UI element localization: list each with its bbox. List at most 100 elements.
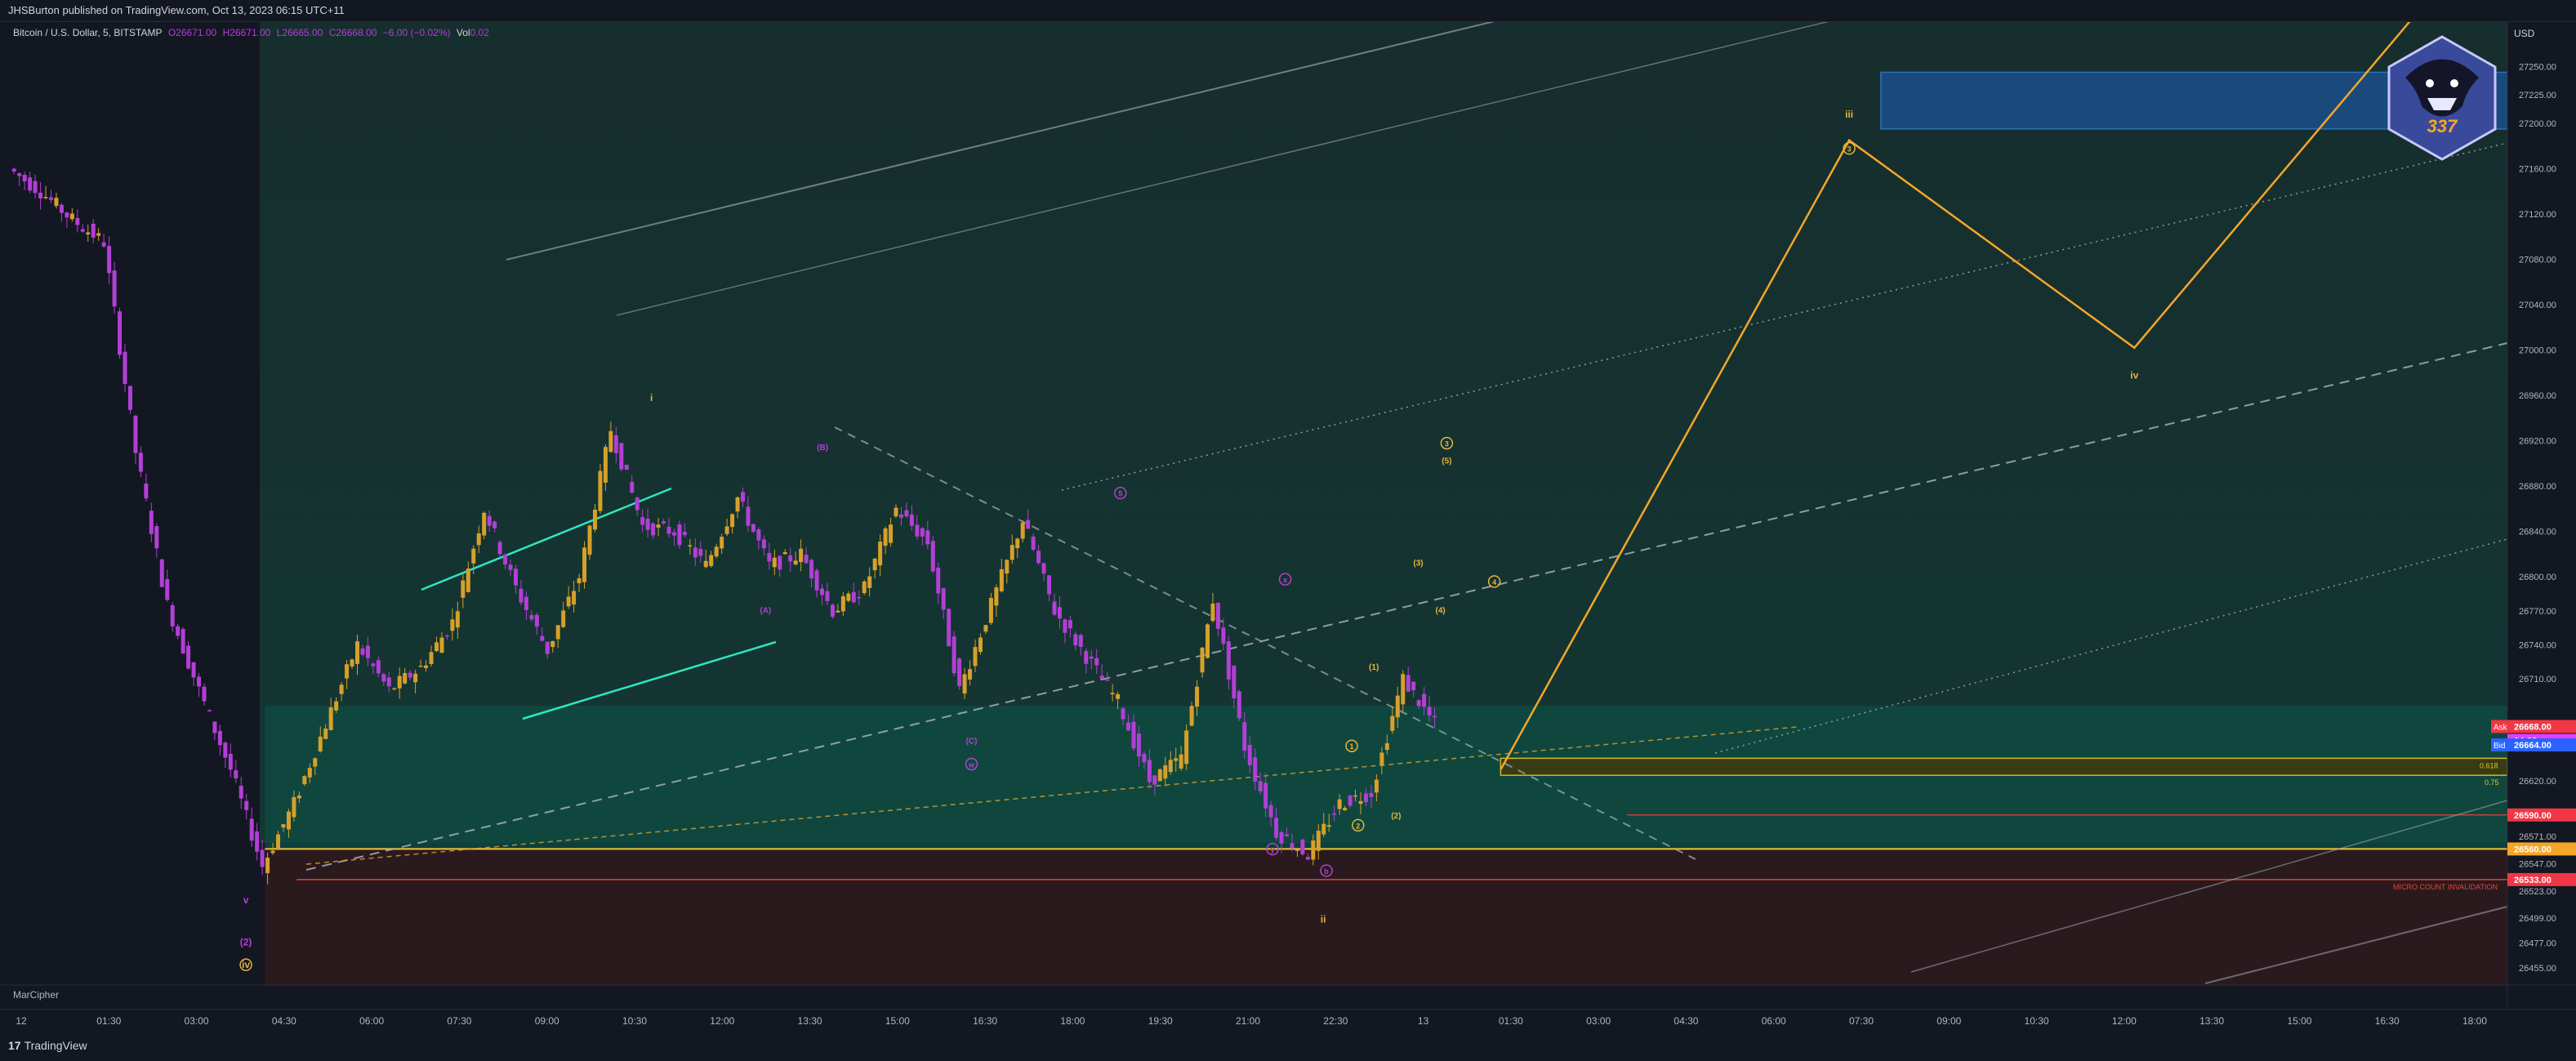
candle-body: [207, 710, 212, 711]
candle-body: [176, 626, 180, 636]
candle-body: [1427, 707, 1432, 716]
wave-label-c3-ring: [1440, 436, 1454, 450]
time-tick: 04:30: [1674, 1015, 1698, 1027]
wave-label-cx: x: [1283, 576, 1287, 584]
candle-body: [741, 492, 746, 502]
symbol-legend[interactable]: Bitcoin / U.S. Dollar, 5, BITSTAMP O2667…: [13, 27, 492, 38]
volume-label: Vol: [456, 27, 470, 38]
session-highlight: [260, 21, 2507, 843]
candle-body: [1020, 522, 1025, 539]
candle-body: [1232, 665, 1237, 699]
zone-box: [1500, 757, 2508, 776]
candle-body: [281, 824, 286, 828]
candle-body: [1057, 607, 1062, 619]
price-scale[interactable]: [2507, 21, 2576, 985]
wave-label-iv-bottom: iv: [242, 959, 250, 970]
candle-body: [968, 669, 973, 680]
candle-body: [471, 548, 476, 564]
candle-body: [973, 647, 978, 666]
candle-body: [999, 568, 1004, 592]
wave-label-cy-ring: [1266, 842, 1279, 856]
candle-body: [1215, 602, 1220, 629]
time-tick: 01:30: [96, 1015, 121, 1027]
price-tag-bg: [2507, 738, 2576, 752]
candle-body: [524, 596, 528, 610]
candle-body: [645, 519, 650, 530]
candle-body: [572, 591, 577, 605]
candle-body: [782, 552, 787, 555]
candle-body: [1279, 831, 1284, 844]
price-tick: 26523.00: [2519, 887, 2556, 897]
candle-body: [898, 514, 903, 518]
candle-body: [1295, 849, 1299, 851]
wave-label-cw: w: [968, 760, 975, 769]
time-scale-ticks: 12 01:30 03:00 04:30 06:00 07:30 09:00 10:30 12:…: [16, 1015, 2487, 1027]
wave-label-cx-ring: [1278, 573, 1292, 586]
candle-body: [909, 514, 914, 526]
indicator-name[interactable]: MarCipher: [13, 989, 60, 1001]
candle-body: [720, 537, 724, 549]
tradingview-logo-icon: 17: [8, 1039, 21, 1052]
candle-body: [1031, 536, 1036, 551]
candle-body: [1274, 818, 1279, 838]
candle-body: [746, 506, 751, 526]
candle-body: [862, 581, 867, 594]
candle-body: [788, 555, 793, 562]
candle-body: [28, 177, 33, 191]
candle-body: [978, 637, 983, 653]
time-tick: 06:00: [1762, 1015, 1786, 1027]
candle-body: [941, 588, 946, 610]
candle-body: [930, 541, 935, 572]
symbol-name: Bitcoin / U.S. Dollar, 5, BITSTAMP: [13, 27, 163, 38]
candle-body: [1411, 681, 1416, 691]
candle-body: [1263, 782, 1268, 809]
candle-body: [1316, 831, 1321, 851]
candle-body: [613, 435, 618, 453]
tradingview-brand[interactable]: 17 TradingView: [8, 1039, 87, 1052]
candle-body: [1247, 744, 1252, 765]
candle-body: [1189, 706, 1194, 726]
price-tag-prefix-bg: [2491, 738, 2507, 752]
price-tag-value: 26590.00: [2514, 811, 2551, 821]
channel-upper-line: [506, 20, 1495, 261]
svg-text:337: 337: [2427, 116, 2458, 136]
wave-label-cb-ring: [1320, 864, 1333, 877]
candle-body: [1036, 551, 1041, 564]
wave-label-B: (B): [817, 444, 828, 452]
candle-body: [994, 587, 999, 606]
candle-body: [1433, 716, 1437, 718]
price-tick: 26840.00: [2519, 528, 2556, 537]
candle-body: [186, 645, 191, 669]
candle-body: [91, 223, 96, 238]
candle-body: [313, 758, 318, 767]
price-tick: 26499.00: [2519, 914, 2556, 924]
candle-body: [1142, 754, 1147, 763]
candle-body: [1009, 545, 1014, 560]
candle-body: [244, 800, 249, 810]
time-tick: 12:00: [710, 1015, 734, 1027]
candle-body: [561, 610, 566, 627]
price-tick: 27160.00: [2519, 164, 2556, 174]
candle-body: [508, 564, 513, 570]
candle-body: [461, 580, 466, 598]
candle-body: [424, 665, 429, 669]
candle-body: [86, 232, 91, 234]
wave-label-c2: 2: [1356, 822, 1360, 830]
candle-body: [582, 547, 587, 582]
candle-body: [1363, 793, 1368, 802]
fib-label: 0.618: [2480, 761, 2498, 769]
time-tick: 10:30: [2025, 1015, 2049, 1027]
currency-label[interactable]: USD: [2514, 28, 2535, 39]
time-tick: 19:30: [1148, 1015, 1173, 1027]
price-tick: 27250.00: [2519, 63, 2556, 73]
time-scale[interactable]: [0, 1010, 2576, 1032]
candle-body: [799, 548, 804, 563]
price-tick: 27080.00: [2519, 256, 2556, 265]
candle-body: [1157, 769, 1162, 782]
price-tick: 26571.00: [2519, 832, 2556, 842]
candle-body: [1041, 563, 1046, 574]
candle-body: [1348, 796, 1353, 806]
candle-body: [33, 181, 38, 194]
candle-body: [159, 559, 164, 587]
